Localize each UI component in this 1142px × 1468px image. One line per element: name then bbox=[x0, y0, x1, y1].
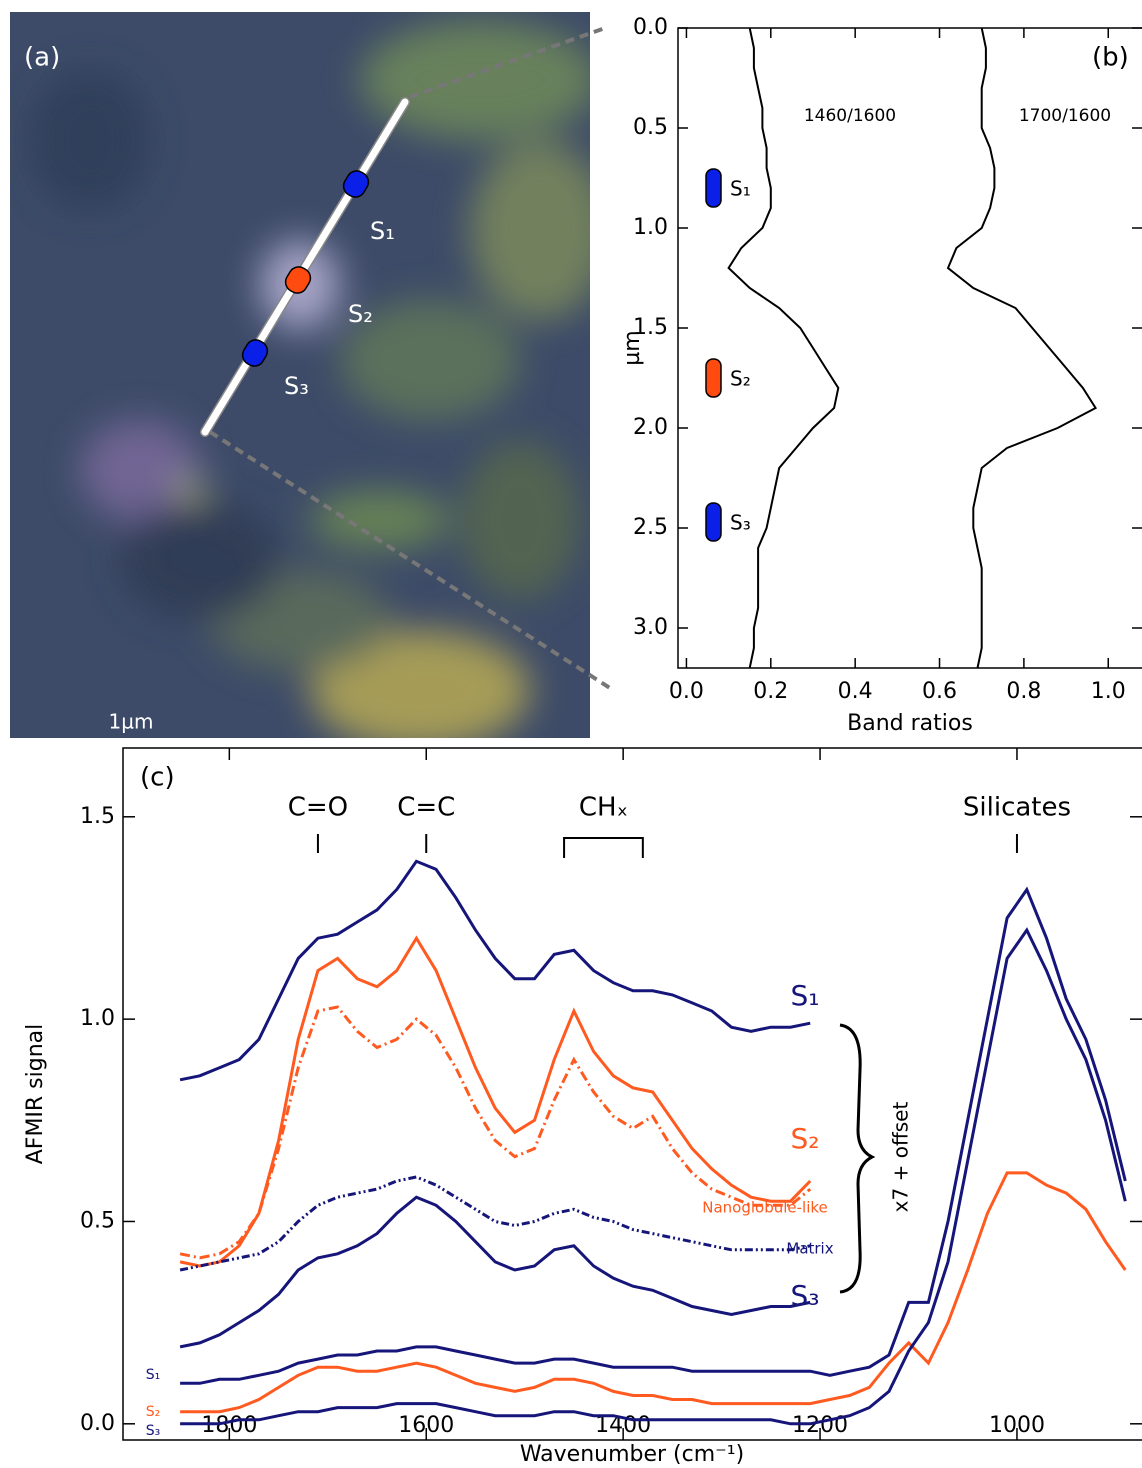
brace bbox=[839, 1023, 876, 1294]
y-tick-label: 1.5 bbox=[633, 315, 668, 340]
y-tick-label: 3.0 bbox=[633, 615, 668, 640]
x-tick-label: 0.8 bbox=[1006, 679, 1041, 704]
x-axis-label: Wavenumber (cm⁻¹) bbox=[520, 1442, 744, 1467]
site-label: S₁ bbox=[370, 217, 395, 245]
y-tick-label: 1.5 bbox=[80, 804, 115, 829]
x-tick-label: 0.4 bbox=[838, 679, 873, 704]
micrograph bbox=[10, 12, 590, 738]
y-tick-label: 0.0 bbox=[80, 1411, 115, 1436]
x-tick-label: 1000 bbox=[989, 1413, 1045, 1438]
spectrum-line bbox=[180, 1171, 1127, 1414]
x-tick-label: 0.6 bbox=[922, 679, 957, 704]
site-label: S₂ bbox=[730, 367, 751, 391]
y-tick-label: 0.0 bbox=[633, 15, 668, 40]
site-marker bbox=[705, 502, 722, 542]
series-label: Nanoglobule-like bbox=[702, 1199, 828, 1217]
site-label: S₃ bbox=[730, 511, 751, 535]
site-label: S₁ bbox=[730, 177, 751, 201]
y-tick-label: 0.5 bbox=[80, 1208, 115, 1233]
series-label: S₃ bbox=[146, 1423, 161, 1439]
connector bbox=[409, 26, 606, 99]
band-label: CHₓ bbox=[579, 793, 628, 823]
spectrum-line bbox=[180, 927, 1127, 1426]
spectrum-line bbox=[179, 1005, 812, 1260]
series-label: S₂ bbox=[791, 1122, 820, 1155]
site-label: S₃ bbox=[284, 372, 309, 400]
spectrum-line bbox=[179, 1195, 811, 1349]
spectrum-line bbox=[179, 859, 811, 1082]
x-tick-label: 0.2 bbox=[753, 679, 788, 704]
series-label: S₂ bbox=[146, 1404, 161, 1420]
series-label: Matrix bbox=[786, 1240, 833, 1258]
y-tick-label: 1.0 bbox=[633, 215, 668, 240]
y-axis-label: µm bbox=[620, 330, 645, 365]
site-label: S₂ bbox=[348, 300, 373, 328]
series-label: S₁ bbox=[791, 979, 820, 1012]
profile-line bbox=[946, 27, 1098, 669]
site-marker bbox=[705, 358, 722, 398]
bracket bbox=[563, 837, 644, 858]
spectrum-line bbox=[180, 886, 1127, 1385]
band-label: C=O bbox=[288, 793, 348, 823]
y-axis-label: AFMIR signal bbox=[23, 1024, 48, 1165]
site-marker bbox=[705, 168, 722, 208]
y-tick-label: 2.5 bbox=[633, 515, 668, 540]
series-label: S₃ bbox=[791, 1279, 820, 1312]
panel-label: (c) bbox=[140, 763, 175, 793]
axis-frame bbox=[122, 747, 1142, 1441]
band-label: Silicates bbox=[963, 793, 1071, 823]
scale-bar-label: 1µm bbox=[109, 710, 154, 734]
spectrum-line bbox=[179, 935, 812, 1268]
axis-frame bbox=[677, 27, 1142, 669]
series-label: S₁ bbox=[146, 1367, 161, 1383]
spectrum-line bbox=[179, 1175, 811, 1272]
x-tick-label: 1.0 bbox=[1091, 679, 1126, 704]
x-tick-label: 1800 bbox=[201, 1413, 257, 1438]
scale-note: x7 + offset bbox=[889, 1102, 913, 1213]
y-tick-label: 2.0 bbox=[633, 415, 668, 440]
panel-label: (a) bbox=[24, 43, 60, 73]
x-tick-label: 0.0 bbox=[669, 679, 704, 704]
x-tick-label: 1600 bbox=[398, 1413, 454, 1438]
band-label: C=C bbox=[397, 793, 455, 823]
series-label: 1700/1600 bbox=[1019, 106, 1111, 126]
connector bbox=[208, 430, 612, 690]
profile-line bbox=[727, 27, 840, 669]
series-label: 1460/1600 bbox=[804, 106, 896, 126]
x-axis-label: Band ratios bbox=[847, 711, 973, 736]
panel-label: (b) bbox=[1092, 43, 1129, 73]
y-tick-label: 0.5 bbox=[633, 115, 668, 140]
y-tick-label: 1.0 bbox=[80, 1006, 115, 1031]
